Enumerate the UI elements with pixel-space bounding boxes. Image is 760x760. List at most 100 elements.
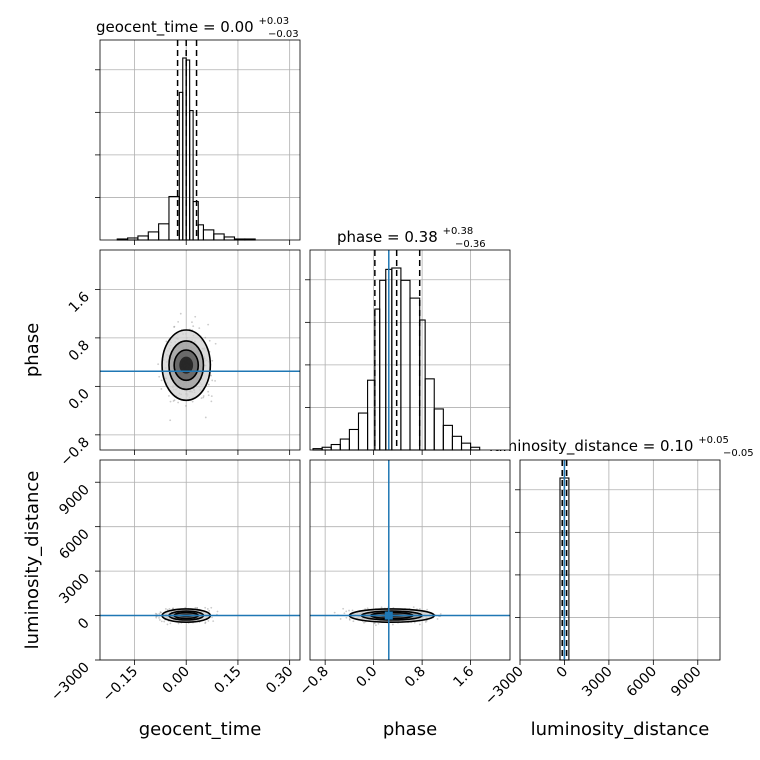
scatter-point <box>343 612 346 615</box>
scatter-point <box>172 607 175 610</box>
scatter-point <box>173 325 176 328</box>
scatter-point <box>214 342 217 345</box>
xtick-label-phase-0: −0.8 <box>297 664 332 699</box>
scatter-point <box>216 610 219 613</box>
scatter-point <box>380 606 383 609</box>
scatter-point <box>204 622 207 625</box>
scatter-point <box>184 606 187 609</box>
title-geocent-time: geocent_time = 0.00 +0.03 −0.03 <box>96 10 299 40</box>
ylabel-luminosity-distance: luminosity_distance <box>22 471 43 650</box>
joint-bg-luminosity_distance_vs_geocent_time <box>100 460 300 660</box>
ytick-label-luminosity_distance-3: 6000 <box>56 526 93 563</box>
plot-layer: −0.15 0.00 0.15 0.30 −0.8 0.0 0.8 1.6 −3000 0 3000… <box>48 39 721 709</box>
hist-frame-geocent_time <box>99 39 301 241</box>
xtick-label-geocent_time-1: 0.00 <box>160 664 193 697</box>
scatter-point <box>194 606 197 609</box>
contour-phase_vs_geocent_time-2 <box>168 340 205 391</box>
scatter-point <box>168 608 171 610</box>
scatter-point <box>157 363 160 366</box>
scatter-point <box>426 608 429 611</box>
xtick-label-luminosity_distance-0: −3000 <box>482 664 527 709</box>
scatter-point <box>169 400 172 403</box>
scatter-point <box>339 618 342 620</box>
hist-panel-geocent_time <box>99 39 301 241</box>
scatter-point <box>424 621 427 623</box>
contour-phase_vs_geocent_time-3 <box>161 329 212 402</box>
scatter-point <box>436 618 439 620</box>
scatter-point <box>166 608 169 611</box>
scatter-point <box>210 400 213 403</box>
hist-frame-phase <box>309 249 511 451</box>
scatter-point <box>211 616 213 619</box>
ytick-label-phase-2: 0.8 <box>66 337 93 364</box>
scatter-point <box>211 359 214 362</box>
scatter-point <box>363 621 365 624</box>
scatter-point <box>208 609 211 612</box>
scatter-point <box>173 326 176 328</box>
density-fill-phase_vs_geocent_time-0 <box>179 356 194 374</box>
xtick-label-geocent_time-0: −0.15 <box>100 664 142 706</box>
hist-panel-phase <box>309 249 511 451</box>
ytick-label-phase-0: −0.8 <box>57 434 92 469</box>
scatter-point <box>211 379 214 382</box>
scatter-point <box>179 312 182 315</box>
scatter-point <box>210 395 213 398</box>
joint-panel-luminosity_distance_vs_phase <box>309 459 511 661</box>
scatter-point <box>207 383 210 386</box>
scatter-point <box>348 618 351 621</box>
scatter-point <box>163 620 166 623</box>
scatter-point <box>154 612 157 615</box>
title-luminosity-distance-median: 0.10 <box>660 437 693 455</box>
scatter-point <box>168 395 170 397</box>
title-geocent-time-prefix: geocent_time = <box>96 18 220 37</box>
scatter-point <box>155 616 158 619</box>
scatter-point <box>204 621 207 624</box>
joint-frame-luminosity_distance_vs_phase <box>309 459 511 661</box>
scatter-point <box>166 623 169 626</box>
xtick-label-phase-2: 0.8 <box>402 664 429 691</box>
scatter-point <box>202 396 205 399</box>
scatter-point <box>204 416 207 419</box>
xlabel-phase: phase <box>383 719 437 740</box>
scatter-point <box>412 606 415 609</box>
scatter-point <box>160 620 163 623</box>
scatter-point <box>177 320 180 323</box>
scatter-point <box>333 611 336 614</box>
scatter-point <box>194 315 197 318</box>
title-phase-median: 0.38 <box>404 228 437 246</box>
xtick-label-phase-1: 0.0 <box>353 664 380 691</box>
scatter-point <box>210 374 212 377</box>
xtick-label-geocent_time-3: 0.30 <box>263 664 296 697</box>
scatter-point <box>172 400 175 402</box>
scatter-point <box>342 607 345 610</box>
scatter-point <box>160 611 162 614</box>
scatter-point <box>160 388 163 390</box>
scatter-point <box>377 622 380 625</box>
scatter-point <box>413 621 416 624</box>
title-phase: phase = 0.38 +0.38 −0.36 <box>337 220 486 250</box>
scatter-point <box>208 339 211 342</box>
ylabel-phase: phase <box>22 323 43 377</box>
scatter-point <box>196 606 199 609</box>
title-phase-lower: −0.36 <box>455 239 486 250</box>
scatter-point <box>345 610 348 613</box>
scatter-point <box>200 397 203 400</box>
hist-bg-luminosity_distance <box>520 460 720 660</box>
scatter-point <box>169 622 172 625</box>
scatter-point <box>192 325 195 328</box>
joint-bg-luminosity_distance_vs_phase <box>310 460 510 660</box>
scatter-point <box>348 617 351 620</box>
scatter-point <box>207 390 210 393</box>
scatter-point <box>159 611 162 613</box>
scatter-point <box>191 400 194 403</box>
scatter-point <box>352 620 355 623</box>
title-phase-prefix: phase = <box>337 228 404 246</box>
scatter-point <box>425 619 428 622</box>
joint-panel-luminosity_distance_vs_geocent_time <box>99 459 301 661</box>
scatter-point <box>345 616 348 619</box>
joint-panel-phase_vs_geocent_time <box>99 249 301 451</box>
scatter-point <box>158 375 161 378</box>
title-geocent-time-upper: +0.03 <box>258 16 289 27</box>
scatter-point <box>207 394 210 397</box>
scatter-point <box>374 624 377 627</box>
